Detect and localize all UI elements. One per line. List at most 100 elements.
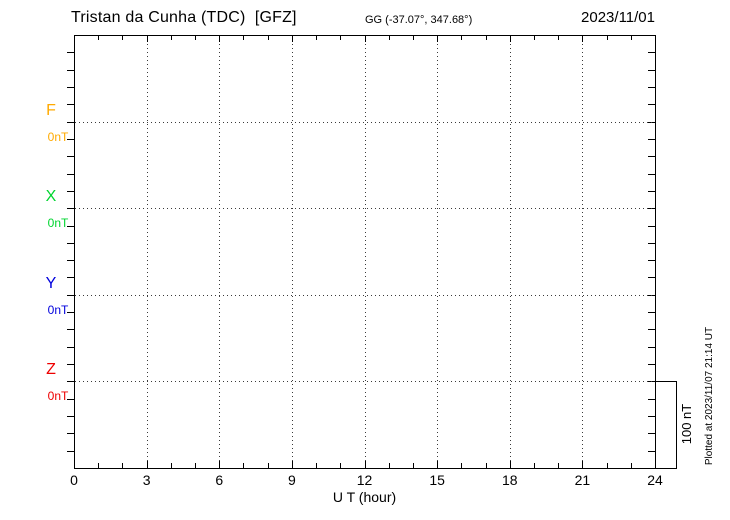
y-minor-tick-left [67,399,74,400]
component-baseline-dotted [75,122,654,123]
x-minor-tick-bottom [170,463,172,468]
y-minor-tick-right [648,260,655,261]
x-tick-label: 15 [429,472,445,488]
x-tick-label: 3 [142,472,151,488]
x-major-tick-bottom [291,461,293,468]
y-minor-tick-right [648,329,655,330]
y-minor-tick-right [648,87,655,88]
x-tick-label: 6 [215,472,224,488]
x-major-tick-bottom [146,461,148,468]
y-minor-tick-left [67,104,74,105]
x-major-tick-top [437,36,439,42]
x-minor-tick-bottom [195,463,197,468]
y-minor-tick-left [67,139,74,140]
y-minor-tick-right [648,104,655,105]
x-minor-tick-top [316,36,318,40]
page-title: Tristan da Cunha (TDC) [GFZ] [71,9,297,26]
x-minor-tick-top [195,36,197,40]
x-tick-label: 12 [356,472,373,488]
scale-bar-bottom-extension [656,468,676,469]
x-minor-tick-bottom [461,463,463,468]
y-minor-tick-right [648,174,655,175]
x-minor-tick-bottom [98,463,100,468]
x-minor-tick-top [340,36,342,40]
component-baseline-dotted [75,295,654,296]
y-minor-tick-right [648,312,655,313]
x-minor-tick-bottom [267,463,269,468]
grid-line-vertical [146,36,148,467]
component-label-f: F [46,102,56,119]
y-minor-tick-left [67,451,74,452]
x-major-tick-top [291,36,293,42]
y-minor-tick-right [648,139,655,140]
x-minor-tick-bottom [558,463,560,468]
y-minor-tick-left [67,122,74,123]
y-minor-tick-right [648,226,655,227]
x-minor-tick-top [388,36,390,40]
y-minor-tick-right [648,191,655,192]
plot-date: 2023/11/01 [581,9,655,26]
y-minor-tick-left [67,191,74,192]
x-tick-label: 21 [574,472,591,488]
y-minor-tick-left [67,277,74,278]
y-minor-tick-left [67,312,74,313]
y-minor-tick-right [648,70,655,71]
grid-line-vertical [364,36,366,467]
y-minor-tick-right [648,347,655,348]
component-baseline-value-y: 0nT [47,303,69,317]
component-label-x: X [45,188,57,205]
x-major-tick-top [146,36,148,42]
y-minor-tick-right [648,416,655,417]
x-tick-label: 18 [501,472,518,488]
grid-line-vertical [437,36,439,467]
x-major-tick-top [219,36,221,42]
y-minor-tick-right [648,433,655,434]
x-minor-tick-bottom [316,463,318,468]
grid-line-vertical [219,36,221,467]
x-minor-tick-top [122,36,124,40]
y-minor-tick-left [67,174,74,175]
x-minor-tick-top [533,36,535,40]
component-baseline-dotted [75,208,654,209]
scale-bar-vertical [676,381,677,469]
x-minor-tick-top [170,36,172,40]
x-minor-tick-bottom [412,463,414,468]
y-minor-tick-left [67,243,74,244]
grid-line-vertical [291,36,293,467]
y-minor-tick-left [67,364,74,365]
y-minor-tick-left [67,416,74,417]
x-minor-tick-top [558,36,560,40]
plot-area [74,35,656,469]
x-minor-tick-bottom [630,463,632,468]
station-coordinates: GG (-37.07°, 347.68°) [365,14,473,26]
y-minor-tick-left [67,329,74,330]
x-minor-tick-bottom [122,463,124,468]
y-minor-tick-right [648,52,655,53]
x-major-tick-bottom [582,461,584,468]
x-minor-tick-top [630,36,632,40]
scale-bar-top-cap [656,381,676,382]
y-minor-tick-left [67,87,74,88]
x-minor-tick-bottom [243,463,245,468]
y-minor-tick-right [648,277,655,278]
grid-line-vertical [582,36,584,467]
component-baseline-value-f: 0nT [47,130,69,144]
component-label-z: Z [46,361,56,378]
y-minor-tick-left [67,381,74,382]
y-minor-tick-left [67,433,74,434]
y-minor-tick-right [648,243,655,244]
component-baseline-dotted [75,381,654,382]
x-minor-tick-bottom [388,463,390,468]
y-minor-tick-right [648,156,655,157]
y-minor-tick-left [67,208,74,209]
x-major-tick-bottom [509,461,511,468]
y-minor-tick-left [67,260,74,261]
x-minor-tick-top [485,36,487,40]
y-minor-tick-left [67,295,74,296]
y-minor-tick-right [648,399,655,400]
x-minor-tick-top [267,36,269,40]
x-minor-tick-top [98,36,100,40]
grid-line-vertical [509,36,511,467]
